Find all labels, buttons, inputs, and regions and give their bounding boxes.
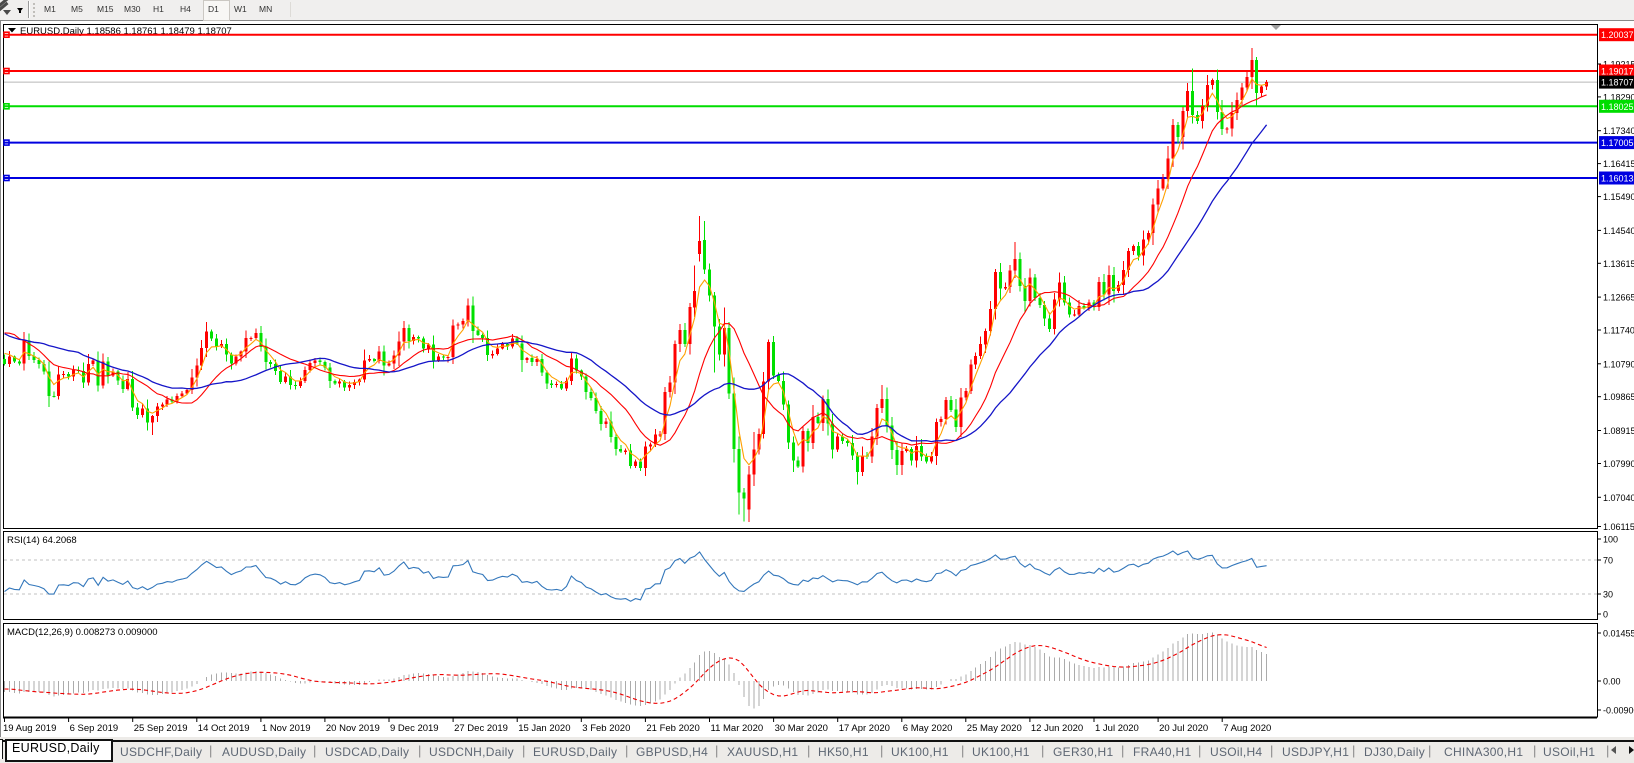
svg-text:0.014556: 0.014556 bbox=[1603, 629, 1634, 639]
svg-text:1.16415: 1.16415 bbox=[1603, 159, 1634, 169]
svg-text:30 Mar 2020: 30 Mar 2020 bbox=[775, 723, 828, 734]
svg-text:20 Nov 2019: 20 Nov 2019 bbox=[326, 723, 380, 734]
svg-text:1.19017: 1.19017 bbox=[1601, 67, 1634, 77]
svg-text:21 Feb 2020: 21 Feb 2020 bbox=[646, 723, 699, 734]
svg-text:-0.009000: -0.009000 bbox=[1603, 706, 1634, 716]
svg-text:1.06115: 1.06115 bbox=[1603, 522, 1634, 532]
svg-text:7 Aug 2020: 7 Aug 2020 bbox=[1223, 723, 1271, 734]
svg-text:0.00: 0.00 bbox=[1603, 677, 1621, 687]
svg-text:1.08915: 1.08915 bbox=[1603, 426, 1634, 436]
svg-text:1.10790: 1.10790 bbox=[1603, 359, 1634, 369]
svg-text:1.09865: 1.09865 bbox=[1603, 392, 1634, 402]
svg-text:1.16013: 1.16013 bbox=[1601, 174, 1634, 184]
svg-text:14 Oct 2019: 14 Oct 2019 bbox=[198, 723, 250, 734]
svg-text:1.11740: 1.11740 bbox=[1603, 326, 1634, 336]
svg-text:100: 100 bbox=[1603, 535, 1618, 545]
svg-text:30: 30 bbox=[1603, 590, 1613, 600]
svg-text:11 Mar 2020: 11 Mar 2020 bbox=[711, 723, 764, 734]
svg-text:EURUSD,Daily 1.18586 1.18761 1: EURUSD,Daily 1.18586 1.18761 1.18479 1.1… bbox=[20, 26, 232, 37]
svg-text:1.07040: 1.07040 bbox=[1603, 493, 1634, 503]
svg-text:19 Aug 2019: 19 Aug 2019 bbox=[3, 723, 56, 734]
svg-text:1.13615: 1.13615 bbox=[1603, 259, 1634, 269]
svg-text:1 Jul 2020: 1 Jul 2020 bbox=[1095, 723, 1139, 734]
svg-text:1.20037: 1.20037 bbox=[1601, 30, 1634, 40]
svg-text:27 Dec 2019: 27 Dec 2019 bbox=[454, 723, 508, 734]
svg-text:1.17340: 1.17340 bbox=[1603, 126, 1634, 136]
svg-text:1.18290: 1.18290 bbox=[1603, 92, 1634, 102]
svg-text:1.17005: 1.17005 bbox=[1601, 138, 1634, 148]
svg-text:12 Jun 2020: 12 Jun 2020 bbox=[1031, 723, 1083, 734]
svg-text:9 Dec 2019: 9 Dec 2019 bbox=[390, 723, 439, 734]
svg-text:25 May 2020: 25 May 2020 bbox=[967, 723, 1022, 734]
svg-text:1.15490: 1.15490 bbox=[1603, 192, 1634, 202]
svg-text:1.14540: 1.14540 bbox=[1603, 226, 1634, 236]
svg-text:MACD(12,26,9) 0.008273 0.00900: MACD(12,26,9) 0.008273 0.009000 bbox=[7, 627, 158, 638]
svg-text:1.18707: 1.18707 bbox=[1601, 78, 1634, 88]
svg-text:0: 0 bbox=[1603, 610, 1608, 620]
svg-text:RSI(14) 64.2068: RSI(14) 64.2068 bbox=[7, 535, 77, 546]
svg-text:1.18025: 1.18025 bbox=[1601, 102, 1634, 112]
svg-text:20 Jul 2020: 20 Jul 2020 bbox=[1159, 723, 1208, 734]
svg-text:25 Sep 2019: 25 Sep 2019 bbox=[134, 723, 188, 734]
svg-text:70: 70 bbox=[1603, 556, 1613, 566]
svg-text:3 Feb 2020: 3 Feb 2020 bbox=[582, 723, 630, 734]
svg-text:1 Nov 2019: 1 Nov 2019 bbox=[262, 723, 311, 734]
svg-text:1.07990: 1.07990 bbox=[1603, 459, 1634, 469]
svg-text:6 Sep 2019: 6 Sep 2019 bbox=[70, 723, 119, 734]
svg-text:15 Jan 2020: 15 Jan 2020 bbox=[518, 723, 570, 734]
svg-text:17 Apr 2020: 17 Apr 2020 bbox=[839, 723, 890, 734]
svg-text:6 May 2020: 6 May 2020 bbox=[903, 723, 953, 734]
svg-text:1.12665: 1.12665 bbox=[1603, 293, 1634, 303]
